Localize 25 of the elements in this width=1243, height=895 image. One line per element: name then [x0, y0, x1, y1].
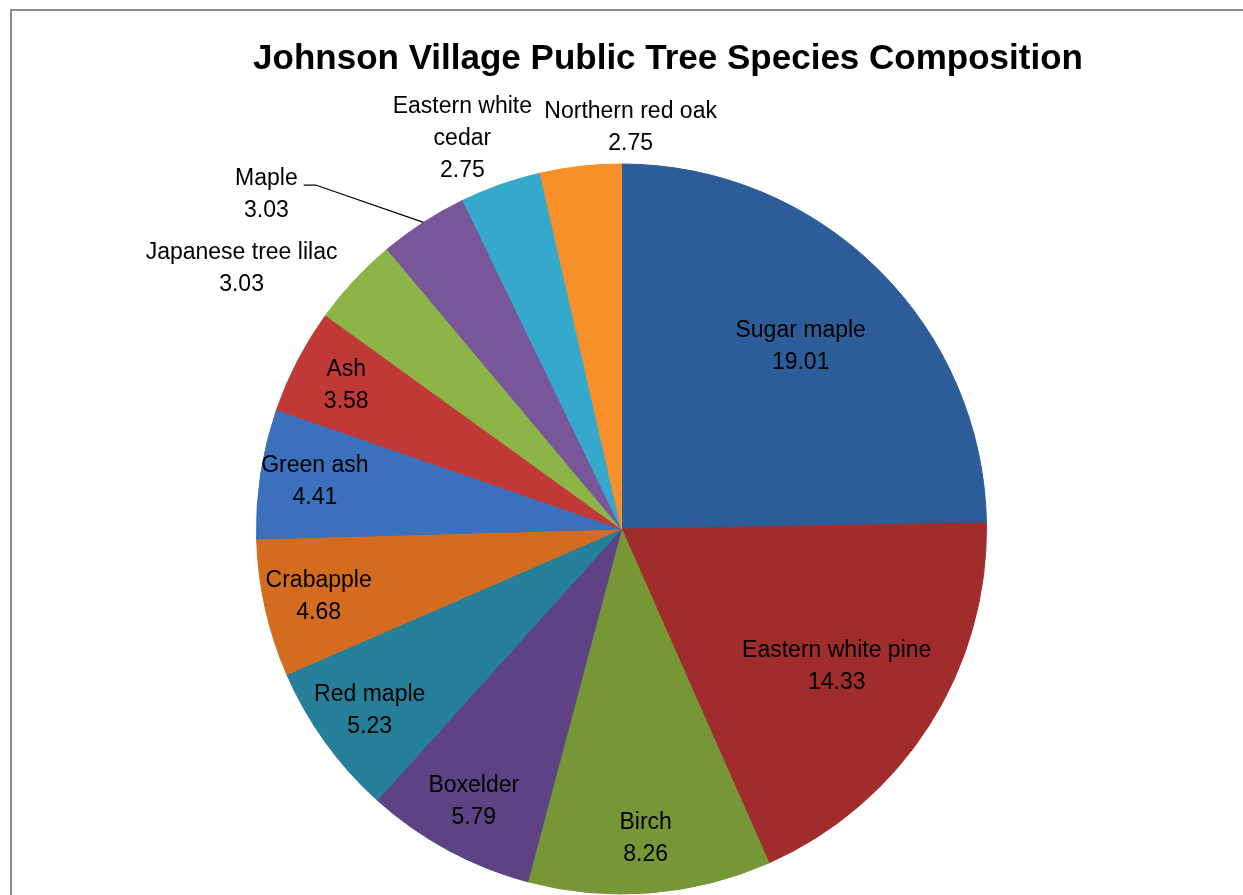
slice-label: Northern red oak [544, 97, 718, 124]
slice-label: Crabapple [265, 565, 372, 592]
slice-label: Eastern white cedar [392, 91, 533, 150]
slice-label: Japanese tree lilac [145, 238, 338, 265]
data-label: 14.33 [807, 668, 866, 695]
data-label: 4.68 [296, 597, 342, 624]
data-label: 8.26 [623, 839, 669, 866]
chart-title: Johnson Village Public Tree Species Composition [252, 36, 1084, 78]
slice-label: Maple [235, 164, 298, 191]
slice-label: Ash [326, 355, 367, 382]
slice-label: Birch [619, 807, 672, 834]
slice-label: Sugar maple [735, 316, 866, 343]
data-label: 2.75 [608, 129, 654, 156]
data-label: 4.41 [292, 483, 338, 510]
slice-label: Red maple [314, 679, 426, 706]
data-label: 2.75 [439, 155, 485, 182]
data-label: 5.23 [347, 711, 393, 738]
data-label: 5.79 [451, 803, 497, 830]
data-label: 3.58 [323, 387, 369, 414]
data-label: 3.03 [243, 196, 289, 223]
slice-label: Green ash [261, 451, 369, 478]
data-label: 3.03 [219, 270, 264, 297]
slice-label: Eastern white pine [742, 636, 932, 663]
data-label: 19.01 [771, 348, 830, 375]
slice-label: Boxelder [428, 771, 520, 798]
